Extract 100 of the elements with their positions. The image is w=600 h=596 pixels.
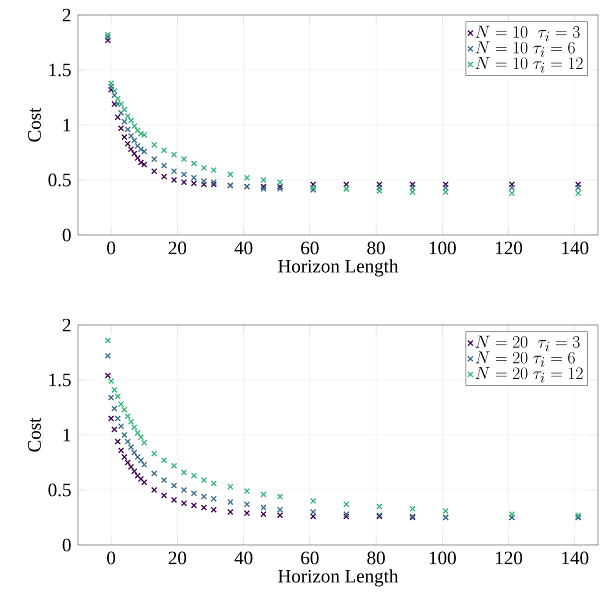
point [575,184,582,191]
point [276,512,284,518]
point [124,438,131,445]
point [200,181,207,188]
point [111,100,118,108]
legend-label: $N = 20 \ \ \tau_i = 3$ [476,336,580,352]
point [260,511,267,518]
x-tick-label: 100 [430,552,456,564]
point [180,156,188,162]
point [276,493,284,500]
x-tick-label: 60 [301,552,319,564]
point [121,106,128,113]
point [131,468,138,474]
point [141,479,148,486]
point [260,186,267,192]
point [190,502,198,509]
point [343,513,350,520]
x-tick-label: 60 [301,242,319,254]
point [376,181,383,188]
point [170,152,178,158]
point [508,511,516,518]
y-tick-label: 1.5 [49,64,71,76]
point [134,127,141,134]
point [131,424,138,430]
point [409,181,416,188]
point [128,117,134,124]
point [141,462,148,468]
point [227,508,234,516]
x-tick-label: 0 [107,242,116,254]
point [210,496,217,502]
point [118,423,124,430]
point [180,469,188,476]
point [260,504,267,511]
point [121,134,128,140]
point [134,454,141,460]
point [260,183,267,190]
point [118,125,124,132]
y-axis-title: Cost [28,108,41,142]
point [128,418,134,425]
x-tick-label: 100 [430,242,456,254]
x-tick-label: 0 [107,552,116,564]
point [104,352,111,359]
point [124,126,131,133]
y-tick-label: 1 [64,428,70,442]
point [138,130,144,137]
x-tick-label: 80 [367,552,385,564]
point [376,503,383,510]
point [124,459,131,466]
point [108,415,114,422]
point [108,83,114,90]
point [131,449,138,456]
point [210,181,217,188]
x-tick-label: 80 [367,242,385,254]
point [442,508,449,514]
x-tick-label: 20 [168,552,186,564]
point [310,186,316,194]
point [190,174,198,181]
x-tick-label: 40 [234,242,252,254]
point [128,444,134,450]
x-axis-title: Horizon Length [278,569,398,586]
point [260,491,267,498]
point [108,86,114,93]
point [111,426,118,433]
point [124,413,131,420]
y-tick-label: 0.5 [48,174,71,186]
point [151,156,158,162]
point [210,179,217,186]
point [180,171,188,178]
point [151,470,158,477]
point [134,142,141,150]
point [131,122,138,130]
point [260,176,267,184]
point [170,496,178,504]
point [210,506,217,513]
point [114,95,121,102]
point [141,161,148,168]
point [108,378,114,384]
point [244,174,250,181]
point [310,498,316,504]
point [442,184,449,191]
point [180,500,188,506]
legend-label: $N = 10 \ \tau_i = 6$ [476,41,575,57]
point [409,506,416,512]
point [180,486,188,494]
point [210,480,217,487]
point [180,179,188,186]
point [376,188,383,194]
point [111,405,118,412]
point [200,493,207,500]
point [200,476,207,484]
point [104,32,111,38]
y-tick-label: 2 [62,318,70,332]
point [227,498,234,506]
point [108,80,114,86]
point [134,430,141,436]
point [227,171,234,178]
x-tick-label: 140 [562,242,588,254]
y-tick-label: 0 [62,538,71,552]
point [508,184,516,191]
point [343,501,350,508]
